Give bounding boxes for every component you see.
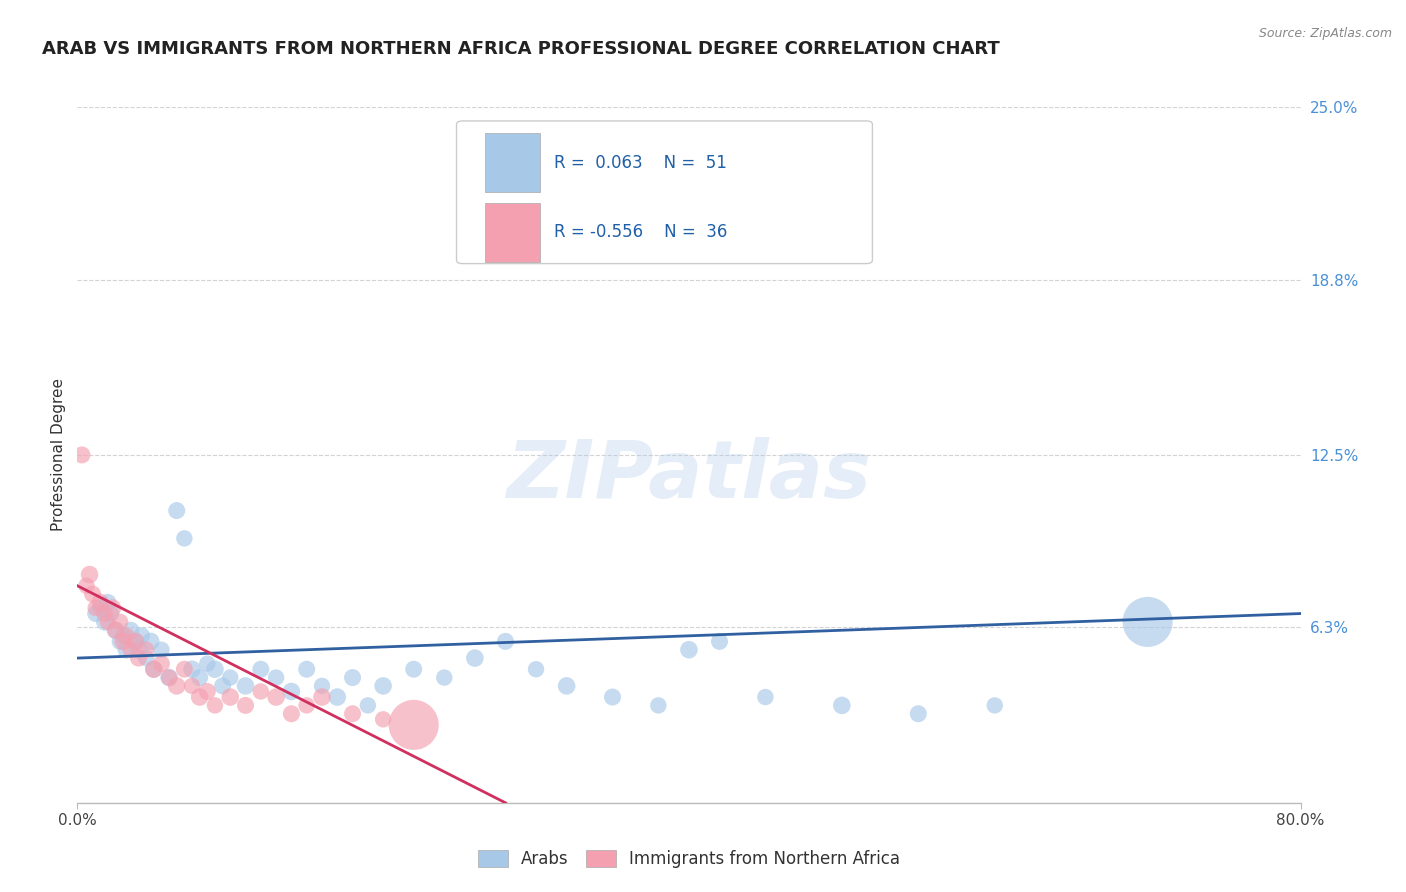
Point [84, 601, 107, 615]
Point [188, 690, 211, 704]
Point [108, 634, 131, 648]
Point [204, 662, 226, 676]
Point [112, 634, 135, 648]
Point [357, 698, 380, 713]
Point [115, 629, 138, 643]
Point [495, 634, 517, 648]
Point [1136, 615, 1159, 629]
Y-axis label: Professional Degree: Professional Degree [51, 378, 66, 532]
Point [181, 662, 204, 676]
Point [250, 662, 273, 676]
FancyBboxPatch shape [485, 202, 540, 262]
Text: ZIPatlas: ZIPatlas [506, 437, 872, 515]
Point [311, 690, 333, 704]
Point [124, 634, 146, 648]
Text: R =  0.063    N =  51: R = 0.063 N = 51 [554, 153, 727, 171]
Point [195, 684, 218, 698]
FancyBboxPatch shape [485, 133, 540, 193]
Point [70, 448, 93, 462]
Point [280, 706, 302, 721]
Point [82, 587, 104, 601]
Point [195, 657, 218, 671]
Point [142, 662, 165, 676]
Point [264, 690, 287, 704]
Point [173, 662, 195, 676]
Point [984, 698, 1007, 713]
Point [104, 624, 127, 638]
Point [235, 679, 257, 693]
Point [371, 679, 394, 693]
Point [709, 634, 731, 648]
Point [157, 671, 180, 685]
Point [157, 671, 180, 685]
Point [84, 607, 107, 621]
Point [94, 607, 117, 621]
Point [97, 615, 120, 629]
Point [250, 684, 273, 698]
Point [135, 651, 157, 665]
Point [219, 690, 242, 704]
Point [402, 662, 425, 676]
Point [124, 634, 146, 648]
Point [79, 567, 101, 582]
Point [150, 642, 173, 657]
Point [754, 690, 776, 704]
Point [127, 651, 149, 665]
Point [108, 615, 131, 629]
Point [166, 503, 188, 517]
Point [188, 671, 211, 685]
Point [97, 595, 120, 609]
Point [181, 679, 204, 693]
Point [311, 679, 333, 693]
Point [342, 671, 364, 685]
Text: Source: ZipAtlas.com: Source: ZipAtlas.com [1258, 27, 1392, 40]
Point [166, 679, 188, 693]
Point [89, 595, 111, 609]
Point [135, 642, 157, 657]
Point [907, 706, 929, 721]
Point [264, 671, 287, 685]
Point [831, 698, 853, 713]
Point [120, 624, 142, 638]
Point [235, 698, 257, 713]
Point [647, 698, 669, 713]
Point [678, 642, 700, 657]
Point [295, 662, 318, 676]
FancyBboxPatch shape [457, 121, 873, 263]
Point [555, 679, 578, 693]
Point [280, 684, 302, 698]
Text: ARAB VS IMMIGRANTS FROM NORTHERN AFRICA PROFESSIONAL DEGREE CORRELATION CHART: ARAB VS IMMIGRANTS FROM NORTHERN AFRICA … [42, 40, 1000, 58]
Legend: Arabs, Immigrants from Northern Africa: Arabs, Immigrants from Northern Africa [471, 843, 907, 874]
Point [94, 615, 117, 629]
Point [219, 671, 242, 685]
Point [173, 532, 195, 546]
Point [127, 642, 149, 657]
Point [104, 624, 127, 638]
Point [402, 718, 425, 732]
Point [602, 690, 624, 704]
Point [211, 679, 233, 693]
Point [150, 657, 173, 671]
Point [76, 579, 98, 593]
Point [120, 642, 142, 657]
Point [342, 706, 364, 721]
Point [204, 698, 226, 713]
Point [524, 662, 547, 676]
Point [295, 698, 318, 713]
Point [89, 601, 111, 615]
Point [131, 629, 153, 643]
Point [100, 607, 122, 621]
Point [433, 671, 456, 685]
Text: R = -0.556    N =  36: R = -0.556 N = 36 [554, 223, 728, 241]
Point [139, 634, 162, 648]
Point [371, 712, 394, 726]
Point [112, 629, 135, 643]
Point [115, 642, 138, 657]
Point [464, 651, 486, 665]
Point [326, 690, 349, 704]
Point [142, 662, 165, 676]
Point [101, 601, 124, 615]
